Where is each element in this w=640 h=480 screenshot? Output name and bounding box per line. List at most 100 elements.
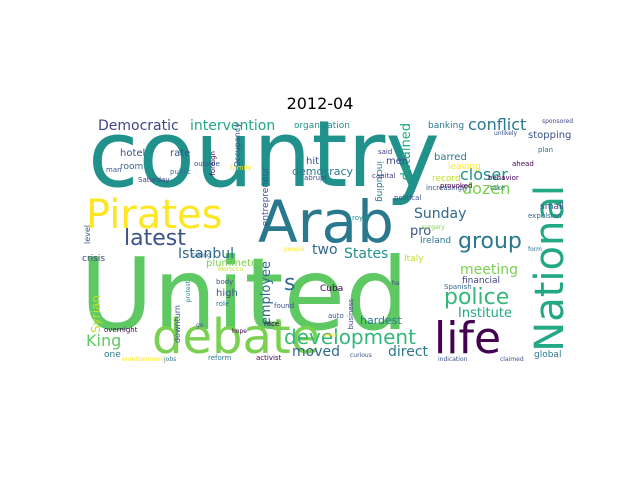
word-pirates: Pirates (86, 192, 223, 238)
word-said: said (378, 148, 393, 156)
word-high: high (216, 288, 238, 299)
word-provoked: provoked (440, 182, 473, 190)
word-meeting: meeting (460, 262, 519, 278)
word-latest: latest (124, 226, 186, 251)
word-hotel: hotel (120, 148, 146, 159)
word-form: form (528, 246, 542, 253)
word-morocco: Morocco (218, 266, 244, 273)
word-king: King (86, 331, 122, 350)
word-cuba: Cuba (320, 284, 344, 294)
word-saturday: Saturday (138, 176, 170, 184)
word-closer: closer (460, 165, 508, 184)
word-moved: moved (292, 344, 340, 360)
word-record: record (432, 174, 461, 184)
word-take: take (490, 184, 506, 192)
word-public: public (170, 168, 192, 176)
word-one: one (104, 350, 121, 360)
word-detained: detained (399, 123, 414, 181)
word-race: race (264, 320, 280, 328)
word-expulsion: expulsion (528, 212, 562, 220)
word-people: people (284, 246, 305, 253)
word-development: development (284, 325, 416, 349)
word-royal: royal (352, 214, 370, 222)
word-pro: pro (410, 224, 432, 239)
word-group: group (458, 229, 522, 254)
word-go: go (196, 322, 204, 329)
word-democracy: democracy (292, 165, 354, 178)
word-intervention: intervention (190, 118, 276, 134)
word-sponsored: sponsored (542, 118, 574, 125)
word-syrian: Syrian (89, 295, 103, 333)
word-small: small (540, 202, 564, 212)
word-hit: hit (306, 156, 320, 167)
word-family: family (230, 164, 252, 172)
word-found: found (274, 302, 295, 310)
word-taking: taking (192, 252, 211, 259)
word-stopping: stopping (528, 130, 572, 141)
word-entertainment: entertainment (122, 356, 166, 363)
word-sunday: Sunday (414, 206, 467, 222)
word-two: two (312, 242, 338, 258)
word-capital: capital (372, 172, 396, 180)
word-entrepreneur: entrepreneur (261, 167, 271, 227)
word-global: global (534, 350, 562, 360)
word-overnight: overnight (104, 326, 138, 334)
word-activist: activist (256, 354, 282, 362)
word-unlikely: unlikely (494, 130, 518, 137)
word-employee: employee (259, 261, 274, 326)
word-police: police (444, 285, 510, 310)
word-jobs: jobs (164, 356, 177, 363)
word-room: room (120, 162, 144, 172)
word-direct: direct (388, 344, 429, 360)
word-even: even (324, 332, 339, 339)
word-leaving: leaving (448, 162, 481, 172)
word-role: role (216, 300, 230, 308)
word-democratic: Democratic (98, 118, 179, 134)
word-states: States (344, 246, 389, 262)
word-including: including (374, 161, 384, 202)
word-auto: auto (328, 312, 344, 320)
word-united: United (80, 236, 409, 353)
word-rate: rate (170, 148, 191, 159)
word-plummeted: plummeted (206, 258, 264, 269)
chart-title: 2012-04 (286, 94, 354, 113)
word-life: life (434, 313, 502, 364)
word-hope: hope (232, 328, 247, 335)
word-italy: Italy (404, 254, 424, 264)
word-outside: outside (194, 160, 220, 168)
word-ahead: ahead (512, 160, 534, 168)
word-behavior: behavior (488, 174, 519, 182)
word-organization: organization (294, 121, 350, 131)
word-level: level (83, 225, 92, 245)
word-claimed: claimed (500, 356, 524, 363)
word-abrupt: abrupt (304, 174, 328, 182)
word-barred: barred (434, 152, 467, 163)
word-business: business (347, 299, 355, 330)
word-occupancy: Occupancy (233, 123, 242, 168)
word-plan: plan (538, 146, 554, 154)
word-man: man (106, 166, 122, 174)
word-institute: Institute (458, 306, 512, 321)
word-arab: Arab (258, 188, 394, 256)
word-hardest: hardest (360, 314, 402, 327)
word-protest: protest (185, 281, 192, 303)
word-debate: debate (152, 309, 321, 365)
word-s: s (284, 271, 296, 296)
word-increasingly: increasingly (426, 184, 469, 192)
word-financial: financial (462, 276, 501, 286)
word-crisis: crisis (82, 254, 106, 264)
word-men: men (386, 156, 409, 167)
word-ireland: Ireland (420, 236, 452, 246)
word-dozen: dozen (462, 179, 511, 198)
word-reform: reform (208, 354, 232, 362)
word-conflict: conflict (468, 115, 527, 134)
word-spanish: Spanish (444, 283, 472, 291)
word-surgery: surgery (422, 224, 445, 231)
word-downturn: downturn (173, 305, 182, 344)
word-curious: curious (350, 352, 372, 359)
word-banking: banking (428, 121, 465, 131)
word-political: political (394, 194, 422, 202)
word-cloud: country United Arab Pirates debate life … (80, 109, 574, 365)
word-ha: ha (392, 280, 400, 287)
word-indication: indication (438, 356, 468, 363)
